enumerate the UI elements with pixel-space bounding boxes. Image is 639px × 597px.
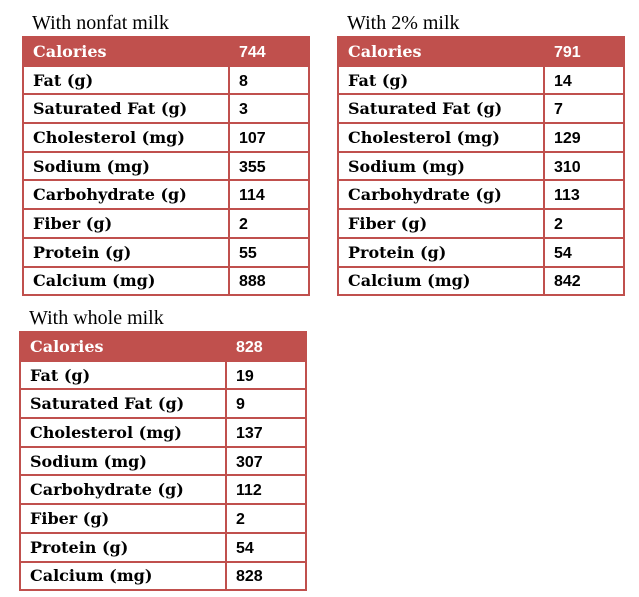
nutrient-value: 55 [228,236,310,268]
nutrient-value: 7 [543,93,625,125]
nutrient-value: 307 [225,445,307,477]
nutrient-label: Cholesterol (mg) [337,122,545,153]
nutrient-label: Cholesterol (mg) [19,417,227,448]
nutrient-value: 8 [228,64,310,96]
nutrient-label: Carbohydrate (g) [19,474,227,506]
nutrition-table: Calories 828 Fat (g) 19 Saturated Fat (g) 9 Ch… [19,331,307,592]
nutrient-value: 54 [543,236,625,268]
nutrition-block: With nonfat milk Calories 744 Fat (g) 8 Satur… [22,12,310,297]
nutrient-label: Fiber (g) [22,208,230,239]
nutrient-value: 3 [228,93,310,125]
nutrient-label: Cholesterol (mg) [22,122,230,153]
nutrient-row: Sodium (mg) 310 [337,150,625,182]
header-value: 744 [228,36,310,67]
nutrient-row: Sodium (mg) 307 [19,445,307,477]
nutrient-label: Carbohydrate (g) [22,179,230,211]
nutrient-label: Sodium (mg) [22,150,230,182]
nutrient-row: Fiber (g) 2 [337,208,625,239]
nutrient-value: 2 [228,208,310,239]
nutrient-row: Saturated Fat (g) 9 [19,388,307,420]
table-title: With 2% milk [347,12,460,34]
nutrient-label: Calcium (mg) [19,560,227,592]
nutrient-label: Fat (g) [19,359,227,391]
nutrient-row: Fiber (g) 2 [19,503,307,534]
nutrient-value: 828 [225,560,307,592]
nutrient-label: Saturated Fat (g) [337,93,545,125]
header-value: 791 [543,36,625,67]
nutrient-row: Carbohydrate (g) 113 [337,179,625,211]
nutrient-value: 107 [228,122,310,153]
nutrient-label: Carbohydrate (g) [337,179,545,211]
table-title: With whole milk [29,307,164,329]
nutrient-row: Protein (g) 55 [22,236,310,268]
nutrient-label: Protein (g) [19,531,227,563]
nutrient-row: Calcium (mg) 888 [22,265,310,297]
nutrient-row: Sodium (mg) 355 [22,150,310,182]
nutrient-label: Fiber (g) [337,208,545,239]
nutrient-value: 113 [543,179,625,211]
nutrient-label: Fat (g) [337,64,545,96]
nutrient-value: 114 [228,179,310,211]
nutrient-row: Cholesterol (mg) 137 [19,417,307,448]
nutrient-value: 129 [543,122,625,153]
header-row: Calories 744 [22,36,310,67]
nutrient-value: 137 [225,417,307,448]
nutrient-row: Saturated Fat (g) 7 [337,93,625,125]
nutrient-row: Saturated Fat (g) 3 [22,93,310,125]
header-row: Calories 791 [337,36,625,67]
nutrient-row: Cholesterol (mg) 107 [22,122,310,153]
nutrient-row: Fat (g) 14 [337,64,625,96]
nutrient-value: 355 [228,150,310,182]
header-label: Calories [22,36,230,67]
nutrient-row: Calcium (mg) 828 [19,560,307,592]
nutrient-label: Fat (g) [22,64,230,96]
nutrient-row: Calcium (mg) 842 [337,265,625,297]
nutrition-block: With 2% milk Calories 791 Fat (g) 14 Saturate… [337,12,625,297]
nutrient-value: 9 [225,388,307,420]
nutrient-row: Fiber (g) 2 [22,208,310,239]
header-label: Calories [337,36,545,67]
nutrient-value: 14 [543,64,625,96]
nutrient-value: 310 [543,150,625,182]
nutrient-row: Protein (g) 54 [19,531,307,563]
nutrient-value: 2 [225,503,307,534]
nutrient-label: Protein (g) [337,236,545,268]
nutrition-table: Calories 744 Fat (g) 8 Saturated Fat (g) 3 Cho… [22,36,310,297]
nutrient-row: Carbohydrate (g) 112 [19,474,307,506]
nutrient-label: Saturated Fat (g) [19,388,227,420]
nutrient-row: Carbohydrate (g) 114 [22,179,310,211]
table-title: With nonfat milk [32,12,169,34]
nutrient-label: Fiber (g) [19,503,227,534]
header-row: Calories 828 [19,331,307,362]
nutrient-value: 842 [543,265,625,297]
header-value: 828 [225,331,307,362]
nutrient-value: 888 [228,265,310,297]
nutrient-value: 54 [225,531,307,563]
nutrient-row: Protein (g) 54 [337,236,625,268]
nutrient-label: Sodium (mg) [337,150,545,182]
nutrient-label: Sodium (mg) [19,445,227,477]
nutrient-value: 112 [225,474,307,506]
nutrient-value: 2 [543,208,625,239]
nutrient-label: Protein (g) [22,236,230,268]
nutrient-label: Calcium (mg) [22,265,230,297]
nutrient-row: Fat (g) 8 [22,64,310,96]
nutrient-row: Fat (g) 19 [19,359,307,391]
nutrient-row: Cholesterol (mg) 129 [337,122,625,153]
nutrition-table: Calories 791 Fat (g) 14 Saturated Fat (g) 7 Ch… [337,36,625,297]
nutrient-value: 19 [225,359,307,391]
nutrient-label: Calcium (mg) [337,265,545,297]
nutrient-label: Saturated Fat (g) [22,93,230,125]
header-label: Calories [19,331,227,362]
nutrition-block: With whole milk Calories 828 Fat (g) 19 Satur… [19,307,307,592]
